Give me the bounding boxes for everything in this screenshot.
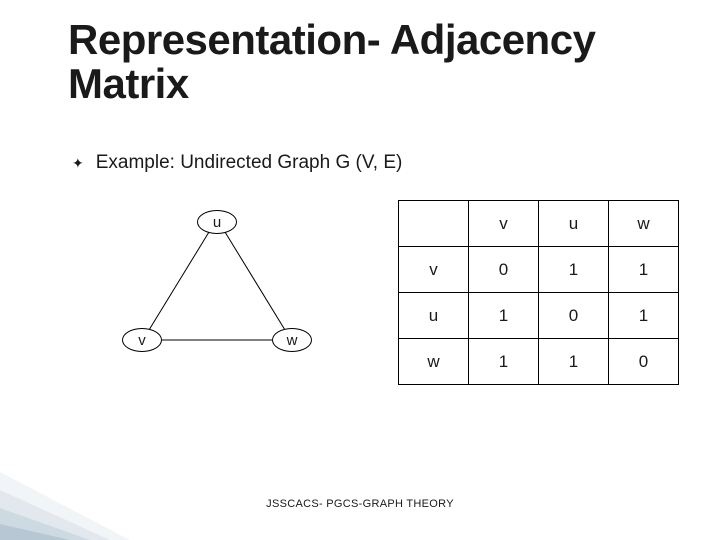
table-row: u 1 0 1 [399, 293, 679, 339]
footer-text: JSSCACS- PGCS-GRAPH THEORY [0, 498, 720, 510]
matrix-cell: 1 [469, 293, 539, 339]
bullet-row: ✦ Example: Undirected Graph G (V, E) [72, 152, 402, 174]
title-line-1: Representation- Adjacency [68, 16, 595, 63]
graph-diagram: u v w [122, 210, 312, 385]
adjacency-matrix: v u w v 0 1 1 u 1 0 1 w 1 1 0 [398, 200, 679, 385]
title-line-2: Matrix [68, 60, 189, 107]
node-v-label: v [138, 332, 146, 349]
node-w: w [272, 328, 312, 352]
edge-u-v [149, 232, 209, 330]
edge-u-w [225, 232, 285, 330]
graph-edges [122, 210, 312, 385]
table-row: v 0 1 1 [399, 247, 679, 293]
matrix-cell: 1 [469, 339, 539, 385]
node-u: u [197, 210, 237, 234]
matrix-row-header: w [399, 339, 469, 385]
matrix-cell: 0 [469, 247, 539, 293]
slide-title: Representation- Adjacency Matrix [68, 18, 595, 106]
matrix-cell: 1 [539, 339, 609, 385]
matrix-cell: 0 [539, 293, 609, 339]
matrix-row-header: u [399, 293, 469, 339]
table-row: v u w [399, 201, 679, 247]
matrix-cell: 1 [609, 293, 679, 339]
matrix-cell: 1 [539, 247, 609, 293]
node-u-label: u [213, 214, 221, 231]
matrix-col-header: u [539, 201, 609, 247]
matrix-cell: 1 [609, 247, 679, 293]
matrix-empty-corner [399, 201, 469, 247]
node-w-label: w [287, 332, 298, 349]
slide: Representation- Adjacency Matrix ✦ Examp… [0, 0, 720, 540]
bullet-text: Example: Undirected Graph G (V, E) [96, 152, 403, 174]
matrix-cell: 0 [609, 339, 679, 385]
table-row: w 1 1 0 [399, 339, 679, 385]
node-v: v [122, 328, 162, 352]
matrix-col-header: v [469, 201, 539, 247]
matrix-col-header: w [609, 201, 679, 247]
bullet-icon: ✦ [72, 156, 84, 170]
matrix-row-header: v [399, 247, 469, 293]
